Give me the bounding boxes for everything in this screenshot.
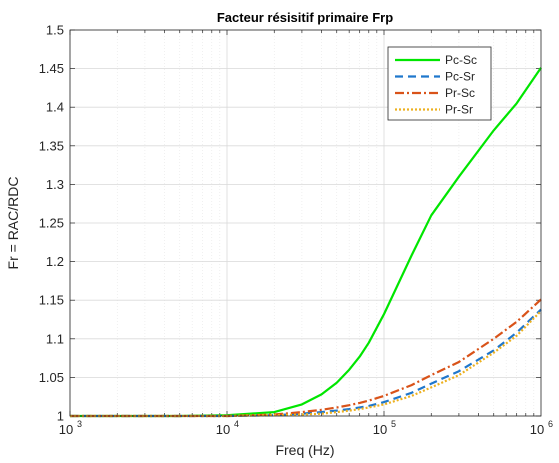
y-tick-label: 1.05 xyxy=(39,370,64,385)
x-tick-label: 10 xyxy=(216,422,230,437)
y-tick-label: 1.45 xyxy=(39,61,64,76)
x-tick-label-exponent: 5 xyxy=(391,419,396,429)
y-tick-label: 1.1 xyxy=(46,331,64,346)
x-tick-label: 10 xyxy=(373,422,387,437)
x-tick-label: 10 xyxy=(59,422,73,437)
y-tick-label: 1.4 xyxy=(46,100,64,115)
y-tick-label: 1 xyxy=(57,409,64,424)
plot-border xyxy=(69,29,542,417)
legend: Pc-Sc Pc-Sr Pr-Sc Pr-Sr xyxy=(387,46,492,121)
chart-title: Facteur résisitif primaire Frp xyxy=(217,10,393,25)
legend-label: Pc-Sc xyxy=(445,53,477,67)
x-tick-label-exponent: 4 xyxy=(234,419,239,429)
legend-label: Pr-Sr xyxy=(445,103,473,117)
y-tick-labels: 1 1.05 1.1 1.15 1.2 1.25 1.3 1.35 1.4 1.45 1.5 xyxy=(39,23,64,424)
y-tick-label: 1.35 xyxy=(39,138,64,153)
y-tick-label: 1.3 xyxy=(46,177,64,192)
legend-label: Pr-Sc xyxy=(445,86,475,100)
x-tick-label-exponent: 6 xyxy=(548,419,553,429)
legend-label: Pc-Sr xyxy=(445,70,475,84)
x-tick-label: 10 xyxy=(530,422,544,437)
y-axis-label: Fr = RAC/RDC xyxy=(5,177,21,270)
x-tick-label-exponent: 3 xyxy=(77,419,82,429)
y-tick-label: 1.5 xyxy=(46,23,64,38)
x-axis-label: Freq (Hz) xyxy=(275,442,334,458)
y-tick-label: 1.2 xyxy=(46,254,64,269)
series-layer xyxy=(70,67,542,418)
y-tick-label: 1.25 xyxy=(39,216,64,231)
series-line-pr-sr xyxy=(70,310,542,418)
series-line-pc-sc xyxy=(70,67,542,418)
x-tick-labels: 10 3 10 4 10 5 10 6 xyxy=(59,419,553,437)
y-tick-label: 1.15 xyxy=(39,293,64,308)
